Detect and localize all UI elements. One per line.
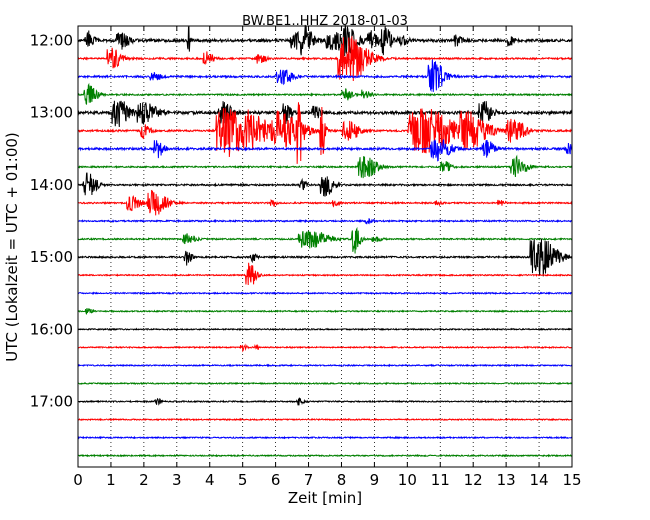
- chart-title: BW.BE1..HHZ 2018-01-03: [242, 14, 408, 29]
- trace-line: [77, 82, 573, 105]
- trace-line: [77, 226, 573, 254]
- trace-line: [77, 291, 573, 296]
- trace-line: [77, 417, 573, 422]
- x-tick-label: 10: [398, 471, 417, 489]
- x-tick-label: 13: [497, 471, 516, 489]
- x-tick-label: 0: [73, 471, 83, 489]
- x-axis-label: Zeit [min]: [288, 489, 362, 507]
- trace-line: [77, 397, 573, 406]
- y-tick-label: 16:00: [30, 320, 73, 338]
- y-tick-label: 12:00: [30, 32, 73, 50]
- x-tick-label: 8: [337, 471, 347, 489]
- x-tick-label: 11: [431, 471, 450, 489]
- x-tick-label: 14: [530, 471, 549, 489]
- y-tick-label: 14:00: [30, 176, 73, 194]
- y-tick-label: 15:00: [30, 248, 73, 266]
- x-tick-label: 6: [271, 471, 281, 489]
- trace-line: [77, 363, 573, 368]
- x-tick-label: 1: [106, 471, 116, 489]
- trace-line: [77, 262, 573, 286]
- x-axis: 0 1 2 3 4 5 6 7 8 9 10 11 12 13 14 15: [73, 26, 582, 489]
- x-tick-label: 4: [205, 471, 215, 489]
- y-tick-label: 17:00: [30, 393, 73, 411]
- y-axis-label: UTC (Lokalzeit = UTC + 01:00): [3, 132, 21, 362]
- traces-group: [77, 24, 573, 458]
- trace-line: [77, 189, 573, 216]
- y-axis: 12:00 13:00 14:00 15:00 16:00 17:00: [30, 32, 572, 411]
- x-tick-label: 12: [464, 471, 483, 489]
- trace-line: [77, 343, 573, 353]
- trace-line: [77, 435, 573, 440]
- trace-line: [77, 172, 573, 197]
- trace-line: [77, 218, 573, 225]
- trace-line: [77, 139, 573, 162]
- x-tick-label: 3: [172, 471, 182, 489]
- x-tick-label: 9: [370, 471, 380, 489]
- trace-line: [77, 36, 573, 82]
- plot-frame: [77, 25, 573, 468]
- trace-line: [77, 24, 573, 56]
- x-tick-label: 15: [562, 471, 581, 489]
- trace-line: [78, 327, 573, 332]
- trace-line: [77, 100, 573, 128]
- x-tick-label: 2: [139, 471, 149, 489]
- trace-line: [77, 238, 573, 277]
- trace-line: [77, 59, 573, 93]
- y-tick-label: 13:00: [30, 104, 73, 122]
- trace-line: [77, 381, 573, 386]
- trace-line: [77, 307, 573, 315]
- x-tick-label: 7: [304, 471, 314, 489]
- x-tick-label: 5: [238, 471, 248, 489]
- trace-line: [77, 154, 573, 179]
- trace-line: [77, 102, 573, 164]
- trace-line: [77, 453, 573, 458]
